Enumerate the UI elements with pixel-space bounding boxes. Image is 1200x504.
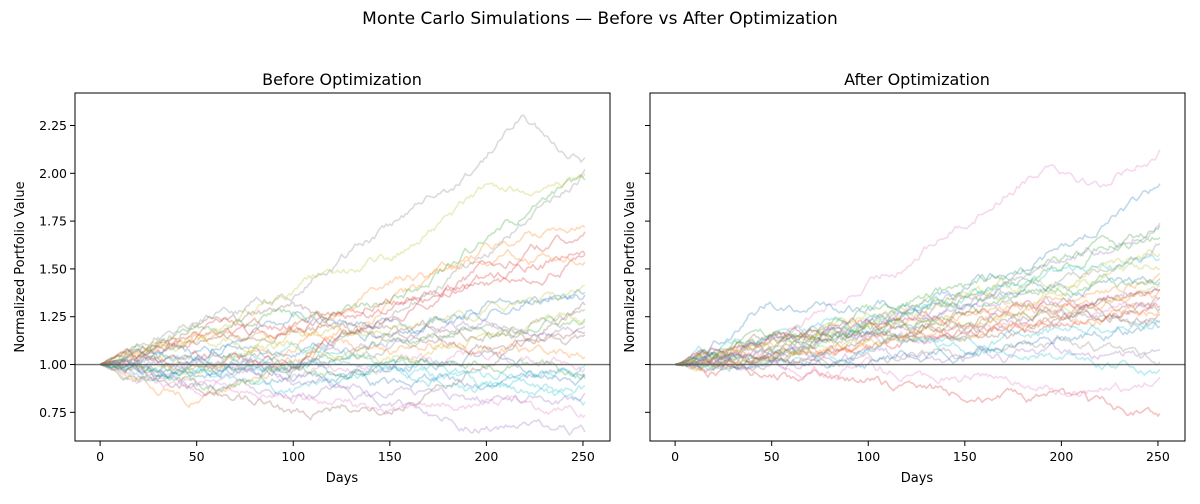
x-axis-ticks: 0 50 100 150 200 250 — [671, 441, 1170, 464]
simulation-line — [674, 321, 1161, 371]
simulation-line — [100, 308, 586, 375]
simulation-line — [99, 355, 586, 394]
simulation-line — [675, 296, 1161, 367]
simulation-line — [674, 254, 1161, 366]
simulation-line — [674, 222, 1161, 366]
x-tick-label: 50 — [189, 449, 205, 464]
simulation-line — [99, 114, 586, 366]
x-axis-label: Days — [326, 471, 359, 486]
simulation-line — [100, 315, 586, 377]
panel-title: Before Optimization — [262, 70, 422, 89]
simulation-line — [674, 249, 1161, 366]
y-axis-ticks — [645, 125, 650, 413]
simulation-line — [99, 174, 586, 366]
y-tick-label: 2.00 — [39, 166, 67, 181]
simulation-line — [674, 261, 1161, 367]
plot-area-frame — [74, 92, 611, 442]
x-tick-label: 50 — [764, 449, 780, 464]
panel-before-optimization: Before Optimization 0 50 100 150 200 250 0.75… — [13, 70, 611, 486]
y-axis-label: Normalized Portfolio Value — [623, 181, 638, 352]
simulation-line — [675, 304, 1161, 372]
simulation-line — [99, 301, 586, 366]
simulation-line — [99, 319, 586, 369]
simulation-line — [100, 318, 586, 374]
simulation-line — [675, 284, 1161, 372]
simulation-line — [674, 275, 1161, 366]
simulation-line — [99, 357, 586, 391]
simulation-line — [675, 297, 1161, 367]
panel-after-optimization: After Optimization 0 50 100 150 200 250 Days … — [623, 70, 1186, 486]
x-tick-label: 150 — [378, 449, 402, 464]
y-tick-label: 1.25 — [39, 309, 67, 324]
simulation-line — [675, 242, 1161, 367]
simulation-line — [675, 302, 1161, 374]
x-tick-label: 250 — [1146, 449, 1170, 464]
x-tick-label: 0 — [96, 449, 104, 464]
x-tick-label: 0 — [671, 449, 679, 464]
simulation-lines — [99, 114, 586, 436]
simulation-line — [100, 363, 586, 436]
simulation-line — [675, 225, 1161, 366]
simulation-line — [100, 357, 586, 394]
simulation-line — [99, 349, 586, 398]
simulation-line — [675, 272, 1161, 368]
simulation-line — [99, 356, 586, 406]
x-axis-ticks: 0 50 100 150 200 250 — [96, 441, 595, 464]
simulation-line — [99, 173, 586, 366]
simulation-line — [99, 253, 586, 366]
x-tick-label: 200 — [474, 449, 498, 464]
simulation-line — [674, 183, 1161, 366]
x-tick-label: 100 — [856, 449, 880, 464]
simulation-line — [674, 288, 1161, 366]
x-tick-label: 100 — [281, 449, 305, 464]
simulation-lines — [674, 149, 1161, 417]
simulation-line — [674, 288, 1161, 366]
y-tick-label: 1.75 — [39, 214, 67, 229]
x-tick-label: 200 — [1049, 449, 1073, 464]
simulation-line — [675, 356, 1161, 398]
simulation-line — [675, 320, 1160, 373]
simulation-line — [100, 284, 585, 377]
y-tick-label: 0.75 — [39, 405, 67, 420]
simulation-line — [675, 329, 1161, 377]
simulation-line — [99, 231, 586, 370]
x-tick-label: 150 — [953, 449, 977, 464]
simulation-line — [99, 311, 586, 366]
simulation-line — [675, 334, 1161, 370]
simulation-line — [674, 149, 1161, 368]
simulation-line — [99, 363, 586, 406]
simulation-line — [674, 341, 1161, 371]
panel-title: After Optimization — [844, 70, 990, 89]
y-axis-ticks: 0.75 1.00 1.25 1.50 1.75 2.00 2.25 — [39, 118, 75, 420]
simulation-line — [100, 363, 586, 419]
y-tick-label: 1.00 — [39, 357, 67, 372]
simulation-line — [100, 349, 586, 385]
figure-title: Monte Carlo Simulations — Before vs Afte… — [362, 9, 838, 29]
plot-area-frame — [649, 92, 1186, 442]
simulation-line — [675, 305, 1161, 366]
x-tick-label: 250 — [571, 449, 595, 464]
x-axis-label: Days — [901, 471, 934, 486]
simulation-line — [100, 288, 586, 369]
simulation-line — [99, 293, 586, 367]
simulation-line — [100, 301, 586, 421]
simulation-line — [100, 342, 586, 381]
simulation-line — [99, 324, 586, 366]
simulation-line — [674, 234, 1161, 366]
simulation-line — [99, 224, 586, 409]
simulation-line — [675, 273, 1161, 367]
simulation-line — [674, 289, 1161, 366]
simulation-line — [674, 362, 1161, 417]
y-tick-label: 1.50 — [39, 261, 67, 276]
simulation-line — [674, 307, 1161, 370]
y-tick-label: 2.25 — [39, 118, 67, 133]
simulation-line — [99, 250, 586, 367]
simulation-line — [675, 302, 1161, 372]
y-axis-label: Normalized Portfolio Value — [13, 181, 28, 352]
